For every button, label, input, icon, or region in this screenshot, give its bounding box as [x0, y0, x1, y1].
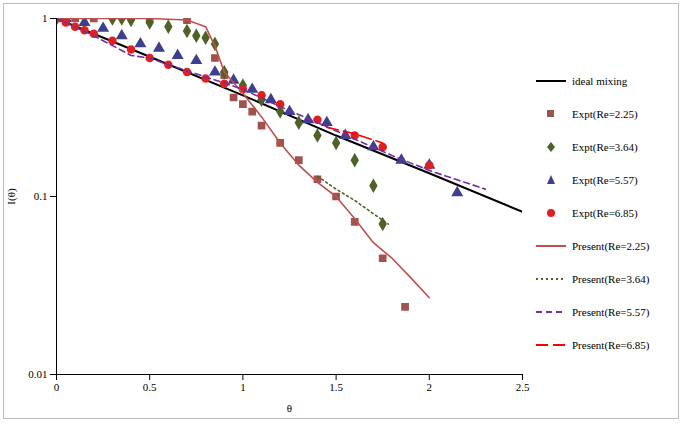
html-text:Expt(Re=3.64): Expt(Re=3.64): [572, 140, 638, 153]
svg-text:I(θ): I(θ): [5, 188, 18, 205]
html-text:Expt(Re=6.85): Expt(Re=6.85): [572, 206, 638, 219]
html-text:Present(Re=3.64): Present(Re=3.64): [572, 272, 650, 285]
svg-text:2.5: 2.5: [516, 381, 530, 393]
svg-text:2: 2: [427, 381, 433, 393]
svg-text:0.5: 0.5: [143, 381, 157, 393]
html-text:Expt(Re=5.57): Expt(Re=5.57): [572, 173, 638, 186]
svg-text:0.01: 0.01: [28, 368, 47, 380]
html-text:Expt(Re=2.25): Expt(Re=2.25): [572, 107, 638, 120]
svg-text:1: 1: [42, 12, 48, 24]
svg-text:0.1: 0.1: [34, 190, 48, 202]
svg-text:θ: θ: [287, 402, 292, 414]
svg-text:0: 0: [54, 381, 60, 393]
html-text:Present(Re=5.57): Present(Re=5.57): [572, 305, 650, 318]
html-text:ideal mixing: ideal mixing: [572, 74, 628, 87]
html-text:Present(Re=2.25): Present(Re=2.25): [572, 239, 650, 252]
svg-text:1.5: 1.5: [329, 381, 343, 393]
svg-text:1: 1: [240, 381, 246, 393]
html-text:Present(Re=6.85): Present(Re=6.85): [572, 338, 650, 351]
